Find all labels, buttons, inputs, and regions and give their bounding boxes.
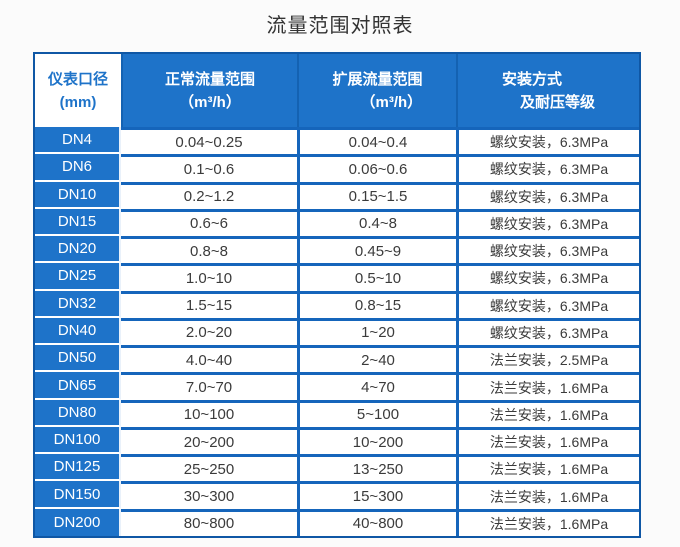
dn-size-cell: DN50 (35, 345, 121, 373)
normal-flow-cell: 0.04~0.25 (121, 127, 297, 155)
extended-flow-cell: 0.15~1.5 (297, 181, 456, 209)
header-line2: （m³/h） (179, 93, 241, 111)
dn-size-cell: DN100 (35, 426, 121, 455)
header-line1: 扩展流量范围 (332, 70, 423, 88)
flow-range-table: 仪表口径 (mm) 正常流量范围 （m³/h） 扩展流量范围 （m³/h） 安装… (33, 52, 641, 538)
extended-flow-cell: 0.06~0.6 (297, 154, 456, 182)
install-method-cell: 法兰安装，1.6MPa (456, 399, 639, 427)
normal-flow-cell: 30~300 (121, 481, 297, 509)
dn-size-cell: DN6 (35, 154, 121, 182)
extended-flow-cell: 5~100 (297, 399, 456, 427)
extended-flow-cell: 10~200 (297, 426, 456, 455)
install-method-cell: 法兰安装，1.6MPa (456, 481, 639, 509)
header-extended-flow-range: 扩展流量范围 （m³/h） (297, 54, 456, 127)
install-method-cell: 法兰安装，1.6MPa (456, 372, 639, 400)
normal-flow-cell: 25~250 (121, 454, 297, 482)
dn-size-cell: DN25 (35, 263, 121, 291)
dn-size-cell: DN20 (35, 236, 121, 264)
install-method-cell: 法兰安装，1.6MPa (456, 508, 639, 536)
install-method-cell: 螺纹安装，6.3MPa (456, 154, 639, 182)
dn-size-cell: DN150 (35, 481, 121, 509)
dn-size-cell: DN80 (35, 399, 121, 427)
install-method-cell: 螺纹安装，6.3MPa (456, 317, 639, 346)
header-text-block: 安装方式 及耐压等级 (502, 68, 595, 114)
normal-flow-cell: 0.8~8 (121, 236, 297, 264)
extended-flow-cell: 0.4~8 (297, 208, 456, 237)
dn-size-cell: DN40 (35, 317, 121, 346)
header-line2: 及耐压等级 (519, 93, 595, 111)
install-method-cell: 法兰安装，1.6MPa (456, 426, 639, 455)
dn-size-cell: DN200 (35, 508, 121, 536)
normal-flow-cell: 80~800 (121, 508, 297, 536)
install-method-cell: 螺纹安装，6.3MPa (456, 236, 639, 264)
extended-flow-cell: 0.5~10 (297, 263, 456, 291)
install-method-cell: 法兰安装，1.6MPa (456, 454, 639, 482)
header-line1: 仪表口径 (47, 70, 108, 88)
normal-flow-cell: 0.2~1.2 (121, 181, 297, 209)
extended-flow-cell: 4~70 (297, 372, 456, 400)
install-method-cell: 螺纹安装，6.3MPa (456, 290, 639, 318)
header-line1: 安装方式 (501, 70, 562, 88)
extended-flow-cell: 1~20 (297, 317, 456, 346)
install-method-cell: 螺纹安装，6.3MPa (456, 181, 639, 209)
dn-size-cell: DN32 (35, 290, 121, 318)
install-method-cell: 螺纹安装，6.3MPa (456, 127, 639, 155)
normal-flow-cell: 1.0~10 (121, 263, 297, 291)
header-text-block: 扩展流量范围 （m³/h） (332, 68, 422, 114)
header-line2: （m³/h） (360, 93, 423, 111)
header-meter-diameter: 仪表口径 (mm) (35, 54, 121, 127)
normal-flow-cell: 0.1~0.6 (121, 154, 297, 182)
normal-flow-cell: 0.6~6 (121, 208, 297, 237)
dn-size-cell: DN4 (35, 127, 121, 155)
dn-size-cell: DN125 (35, 454, 121, 482)
extended-flow-cell: 0.8~15 (297, 290, 456, 318)
normal-flow-cell: 4.0~40 (121, 345, 297, 373)
page-title: 流量范围对照表 (266, 15, 414, 37)
normal-flow-cell: 2.0~20 (121, 317, 297, 346)
dn-size-cell: DN65 (35, 372, 121, 400)
header-line1: 正常流量范围 (164, 70, 255, 88)
extended-flow-cell: 13~250 (297, 454, 456, 482)
normal-flow-cell: 1.5~15 (121, 290, 297, 318)
dn-size-cell: DN15 (35, 208, 121, 237)
install-method-cell: 螺纹安装，6.3MPa (456, 208, 639, 237)
normal-flow-cell: 10~100 (121, 399, 297, 427)
extended-flow-cell: 0.04~0.4 (297, 127, 456, 155)
extended-flow-cell: 15~300 (297, 481, 456, 509)
dn-size-cell: DN10 (35, 181, 121, 209)
extended-flow-cell: 2~40 (297, 345, 456, 373)
header-line2: (mm) (59, 93, 97, 111)
install-method-cell: 法兰安装，2.5MPa (456, 345, 639, 373)
header-normal-flow-range: 正常流量范围 （m³/h） (121, 54, 297, 127)
extended-flow-cell: 0.45~9 (297, 236, 456, 264)
normal-flow-cell: 20~200 (121, 426, 297, 455)
normal-flow-cell: 7.0~70 (121, 372, 297, 400)
header-install-method: 安装方式 及耐压等级 (456, 54, 639, 127)
extended-flow-cell: 40~800 (297, 508, 456, 536)
install-method-cell: 螺纹安装，6.3MPa (456, 263, 639, 291)
